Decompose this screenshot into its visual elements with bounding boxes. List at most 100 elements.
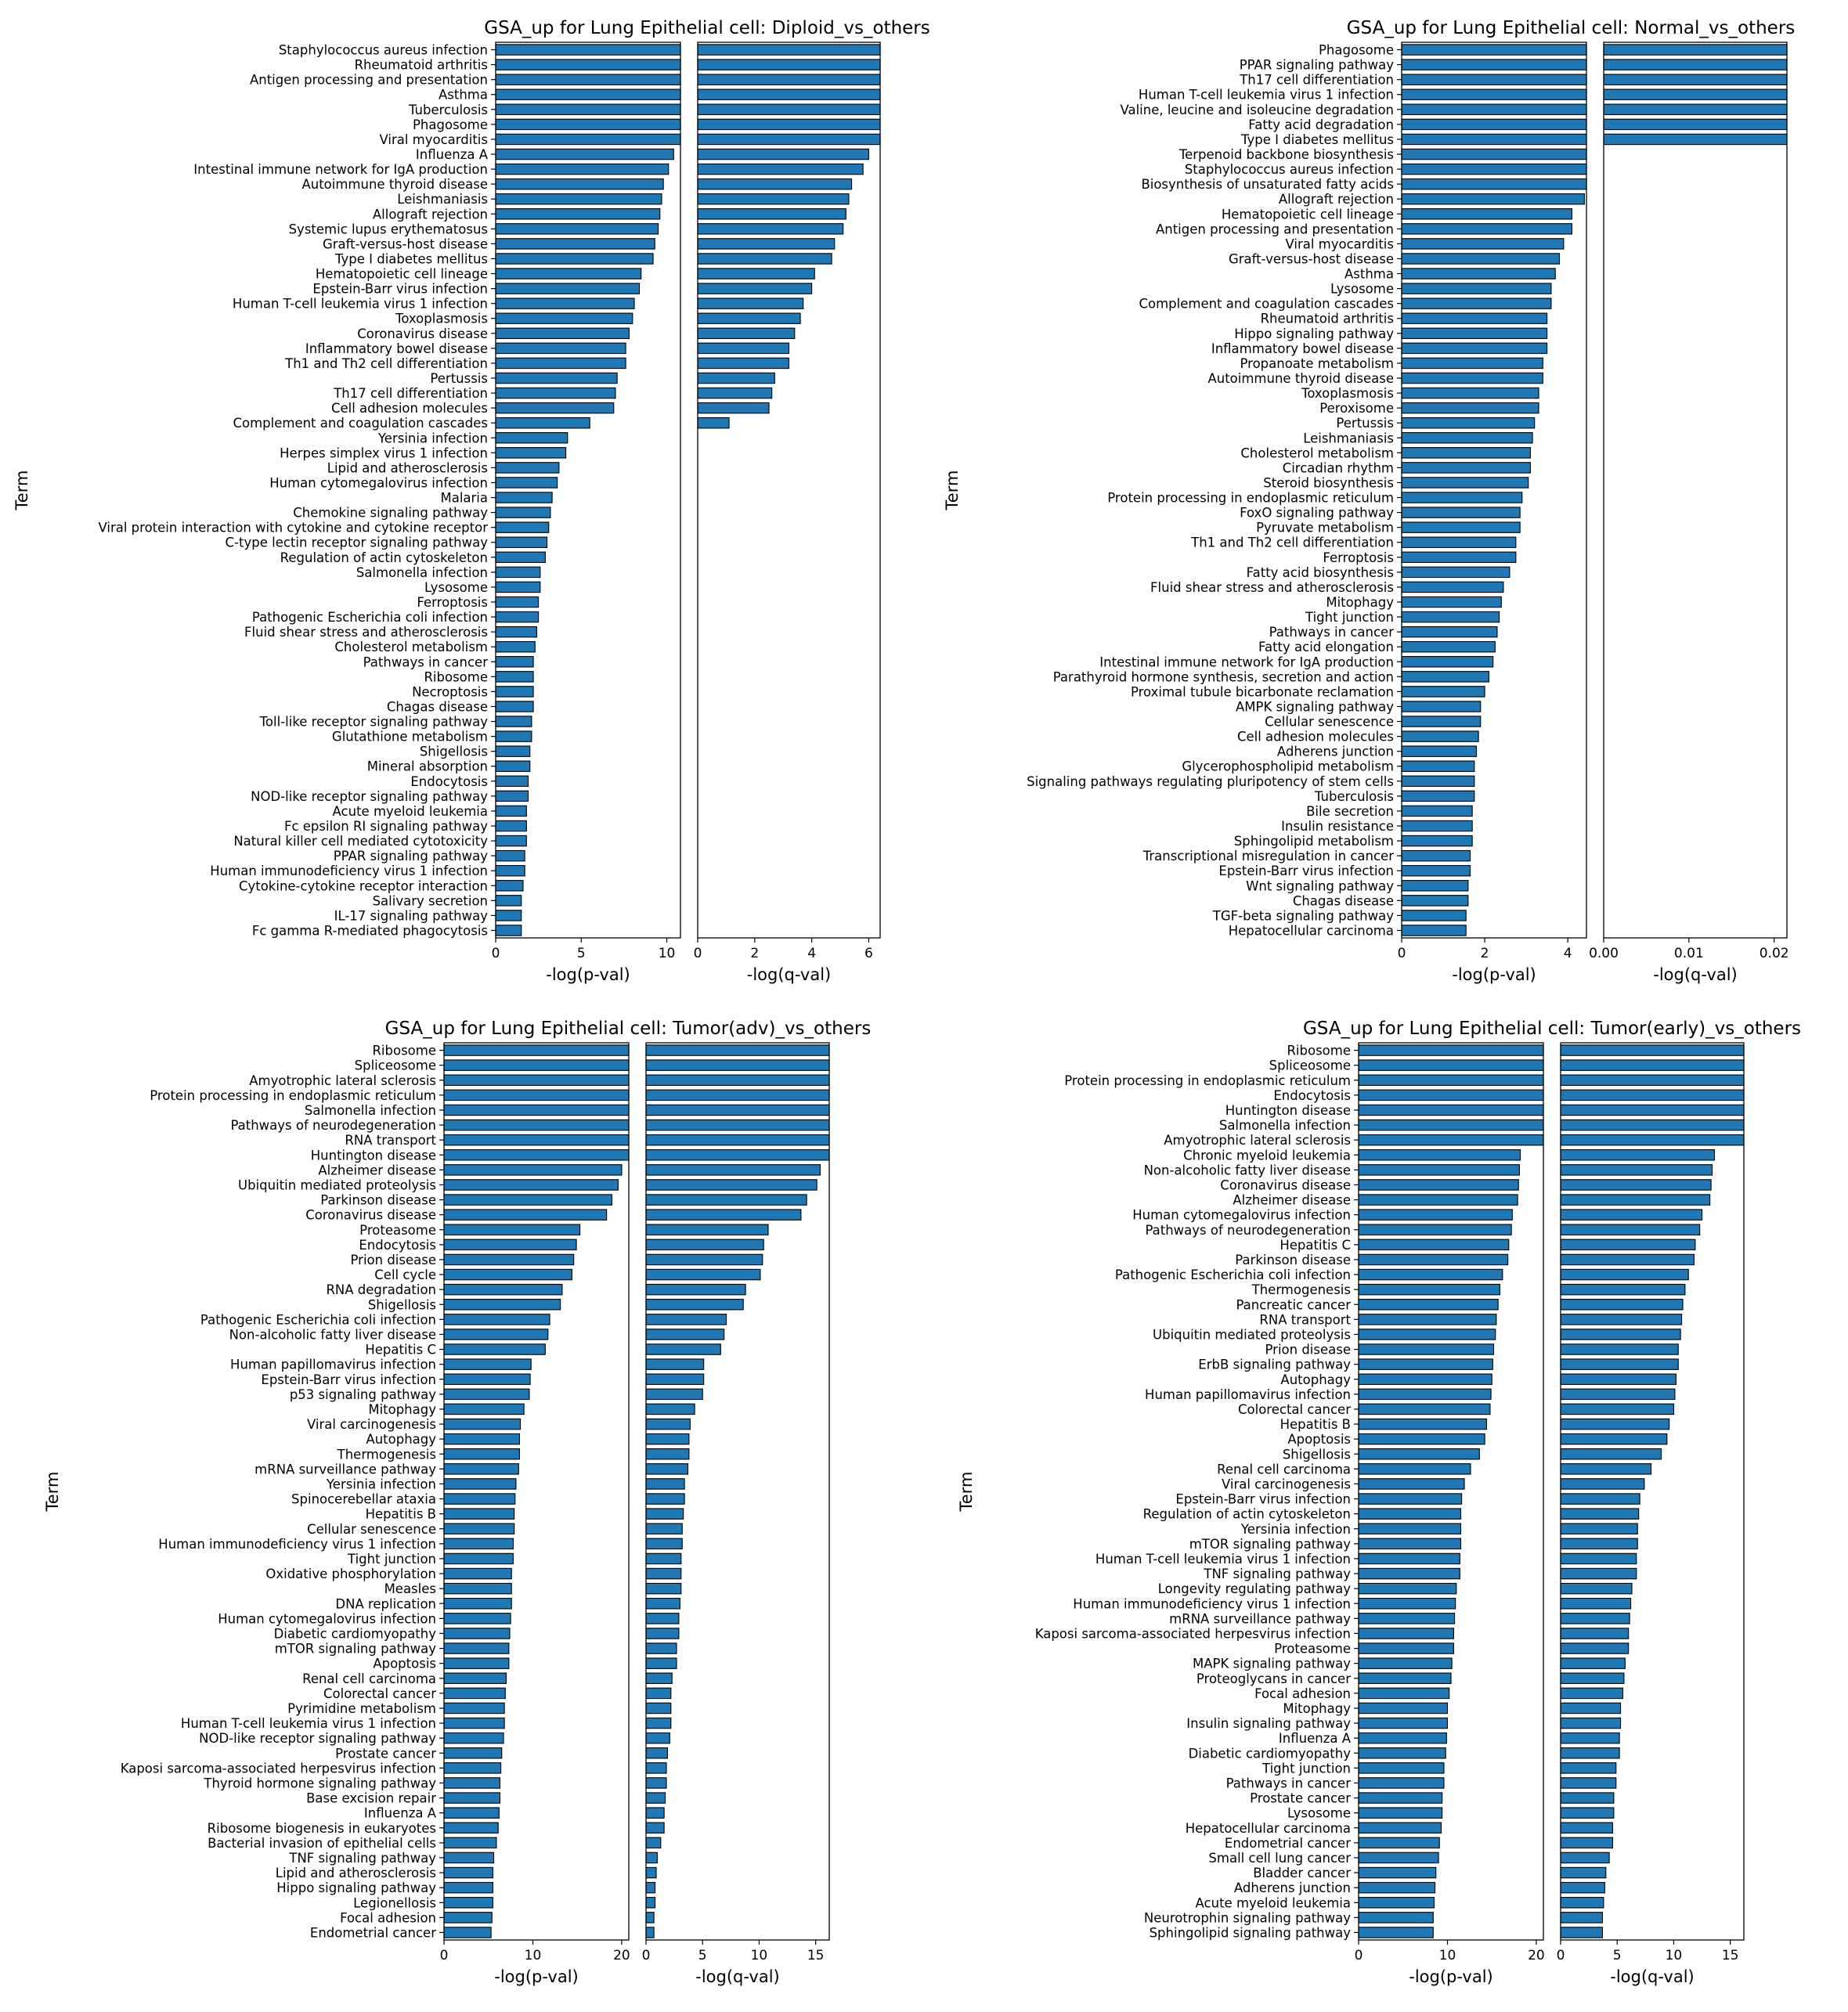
term-label: Apoptosis: [1287, 1432, 1351, 1447]
bar: [1560, 1343, 1679, 1355]
term-label: Insulin signaling pathway: [1186, 1716, 1351, 1731]
bar: [645, 1732, 670, 1744]
bar: [1358, 1792, 1443, 1804]
term-label: Glycerophospholipid metabolism: [1182, 759, 1394, 774]
bar: [1560, 1672, 1625, 1684]
bar: [495, 656, 534, 668]
x-tick-label: 0: [1355, 1948, 1363, 1963]
term-label: Graft-versus-host disease: [323, 236, 488, 251]
term-label: Salivary secretion: [373, 893, 488, 908]
term-label: Shigellosis: [1283, 1447, 1351, 1462]
bar: [495, 208, 661, 220]
term-label: Pancreatic cancer: [1236, 1297, 1351, 1312]
term-label: Sphingolipid metabolism: [1234, 834, 1394, 849]
bar: [1358, 1074, 1544, 1086]
bar: [645, 1209, 802, 1221]
term-label: Adherens junction: [1234, 1880, 1351, 1895]
bar: [1358, 1194, 1518, 1206]
bar: [495, 790, 529, 802]
term-label: Human papillomavirus infection: [230, 1358, 436, 1372]
x-tick-label: 10: [1439, 1948, 1456, 1963]
term-label: Terpenoid backbone biosynthesis: [1178, 147, 1394, 162]
bar: [1358, 1927, 1434, 1938]
term-label: Adherens junction: [1277, 745, 1394, 759]
bar: [495, 357, 626, 370]
term-label: Mineral absorption: [367, 759, 488, 774]
bar: [495, 416, 590, 429]
bar: [495, 283, 641, 294]
bar: [1358, 1478, 1465, 1490]
bar: [1560, 1852, 1610, 1864]
bar: [1560, 1687, 1623, 1700]
term-label: Phagosome: [1319, 43, 1394, 58]
bar: [1560, 1074, 1745, 1086]
term-label: Malaria: [440, 491, 488, 506]
bar: [495, 297, 635, 309]
x-tick-label: 4: [1564, 946, 1572, 961]
bar: [1560, 1912, 1603, 1924]
term-label: Pathways of neurodegeneration: [230, 1118, 436, 1133]
term-label: Antigen processing and presentation: [1156, 222, 1394, 236]
bar: [1560, 1149, 1715, 1161]
bar: [697, 402, 770, 414]
term-label: Non-alcoholic fatty liver disease: [229, 1327, 436, 1342]
bar: [443, 1179, 619, 1191]
bar: [1603, 118, 1788, 131]
bar: [1401, 118, 1587, 131]
term-label: Staphylococcus aureus infection: [279, 43, 488, 58]
bar: [495, 880, 524, 892]
x-tick-label: 15: [807, 1948, 825, 1963]
bar: [1401, 686, 1485, 698]
term-label: Base excision repair: [306, 1791, 436, 1806]
x-tick-label: 0.01: [1674, 946, 1704, 961]
term-label: Staphylococcus aureus infection: [1185, 162, 1394, 177]
term-label: Viral myocarditis: [379, 132, 488, 147]
term-label: Hepatitis C: [1280, 1238, 1351, 1253]
bar: [1358, 1179, 1519, 1191]
bar: [1603, 59, 1788, 70]
bar: [1560, 1881, 1605, 1894]
term-label: MAPK signaling pathway: [1193, 1657, 1351, 1671]
bar: [443, 1567, 512, 1580]
bar: [495, 820, 527, 832]
bar: [697, 133, 881, 146]
bar: [1358, 1866, 1437, 1879]
bar: [443, 1194, 612, 1206]
bar: [1560, 1837, 1613, 1849]
term-label: Ferroptosis: [417, 595, 488, 610]
bar: [1560, 1179, 1712, 1191]
x-tick-label: 2: [750, 946, 759, 961]
term-label: Pertussis: [1336, 416, 1394, 431]
bar: [1358, 1628, 1454, 1639]
bar: [495, 551, 546, 564]
bar: [1401, 596, 1502, 608]
term-label: Fluid shear stress and atherosclerosis: [1150, 580, 1394, 595]
x-tick-label: 0: [440, 1948, 449, 1963]
bar: [1560, 1508, 1640, 1520]
bar: [1358, 1059, 1544, 1071]
axes-frame: [1358, 1042, 1544, 1941]
term-label: Legionellosis: [353, 1895, 436, 1910]
bar: [645, 1358, 705, 1370]
term-label: IL-17 signaling pathway: [334, 908, 489, 923]
term-label: Acute myeloid leukemia: [333, 804, 488, 819]
x-tick-label: 10: [525, 1948, 542, 1963]
term-label: Protein processing in endoplasmic reticu…: [1064, 1073, 1351, 1088]
bar: [1358, 1747, 1446, 1759]
term-label: Shigellosis: [420, 745, 488, 759]
x-axis-label: -log(q-val): [747, 965, 831, 984]
bar: [645, 1747, 668, 1759]
term-label: Toxoplasmosis: [395, 312, 488, 326]
bar: [1603, 44, 1788, 56]
bar: [495, 253, 654, 265]
term-label: Neurotrophin signaling pathway: [1144, 1910, 1351, 1925]
bar: [495, 148, 674, 160]
term-label: Prion disease: [351, 1253, 437, 1267]
bar: [1358, 1912, 1434, 1924]
term-label: Leishmaniasis: [1303, 431, 1394, 445]
term-label: Parkinson disease: [1235, 1253, 1351, 1267]
term-label: Hippo signaling pathway: [1234, 326, 1394, 341]
bar: [645, 1253, 763, 1266]
bar: [645, 1314, 727, 1325]
